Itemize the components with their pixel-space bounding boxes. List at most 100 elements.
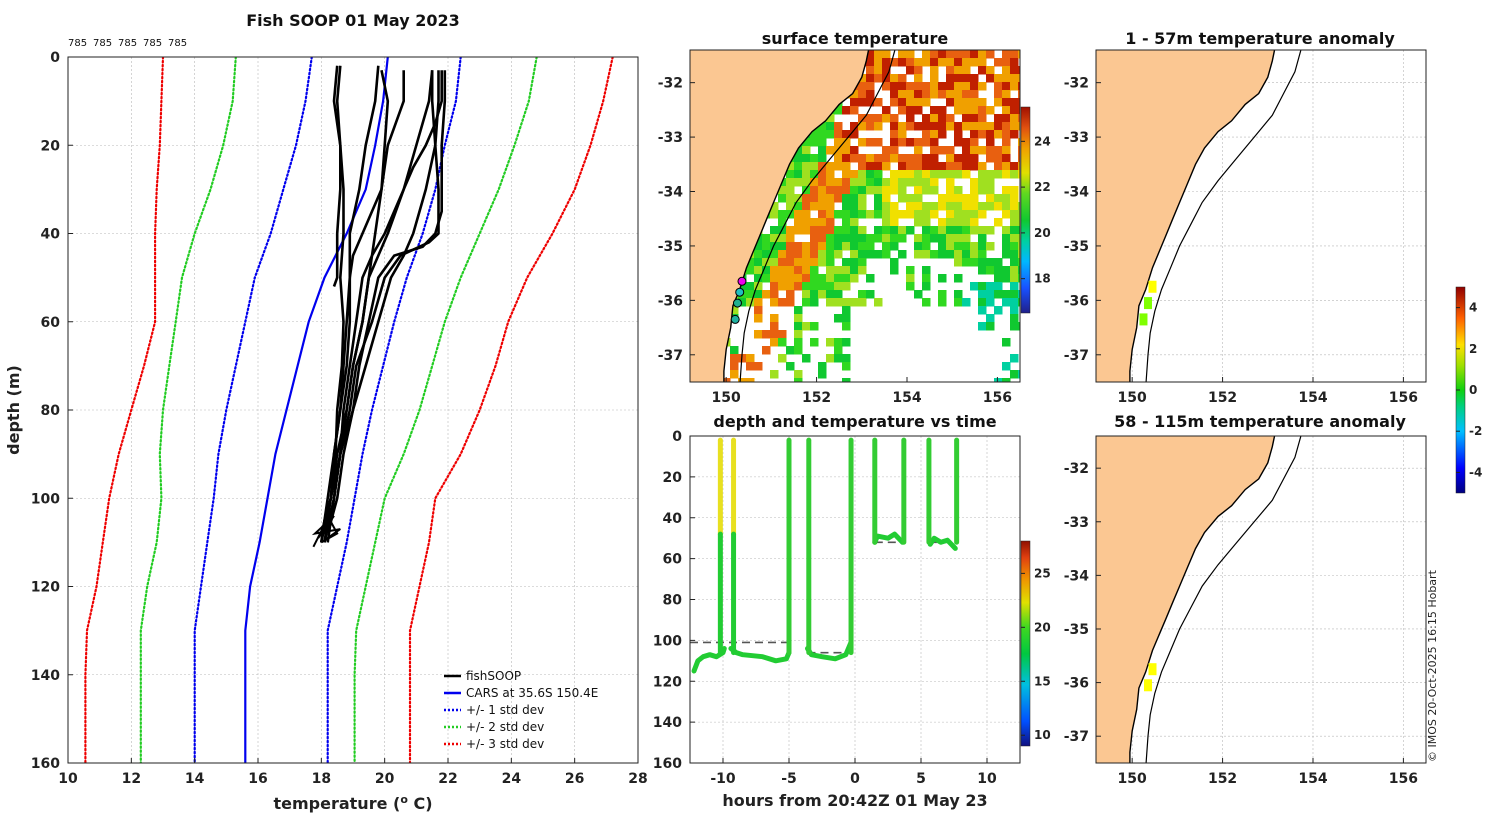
sst-pixel [978,202,987,211]
sst-pixel [978,186,987,195]
sst-pixel [922,114,931,123]
sst-pixel [978,322,987,331]
sst-pixel [938,218,947,227]
sst-pixel [1010,354,1019,363]
profile-xlabel-sup: o [400,793,408,806]
sst-pixel [794,258,803,267]
sst-pixel [802,162,811,171]
cast-count-label: 785 [143,38,162,49]
sst-pixel [874,202,883,211]
sst-pixel [834,186,843,195]
sst-pixel [946,218,955,227]
sst-pixel [786,282,795,291]
sst-pixel [826,170,835,179]
sst-pixel [794,218,803,227]
sst-pixel [874,186,883,195]
sst-map-ticks: 150 152 154 156 -32 -33 -34 -35 -36 -37 [658,76,1012,406]
sst-pixel [994,114,1003,123]
sst-pixel [898,130,907,139]
y-tick-label: 40 [663,511,683,527]
sst-pixel [770,274,779,283]
sst-pixel [858,226,867,235]
sst-pixel [922,98,931,107]
sst-pixel [914,58,923,67]
sst-pixel [898,74,907,83]
sst-pixel [746,354,755,363]
sst-pixel [986,122,995,131]
sst-pixel [986,130,995,139]
sst-pixel [930,250,939,259]
sst-pixel [1010,250,1019,259]
sst-pixel [962,114,971,123]
sst-pixel [954,218,963,227]
sst-pixel [866,274,875,283]
sst-pixel [786,250,795,259]
sst-pixel [858,138,867,147]
sst-pixel [962,194,971,203]
sst-pixel [770,290,779,299]
sst-pixel [818,186,827,195]
sst-pixel [858,202,867,211]
anomaly-shallow-ticks: 150 152 154 156 -32 -33 -34 -35 -36 -37 [1064,76,1418,406]
sst-pixel [818,162,827,171]
sst-pixel [746,258,755,267]
sst-pixel [930,82,939,91]
sst-pixel [954,106,963,115]
sst-pixel [986,314,995,323]
sst-pixel [834,274,843,283]
sst-pixel [882,82,891,91]
sst-pixel [858,154,867,163]
sst-pixel [762,290,771,299]
sst-pixel [978,298,987,307]
sst-pixel [802,250,811,259]
sst-pixel [970,226,979,235]
sst-pixel [842,138,851,147]
sst-pixel [1010,74,1019,83]
x-tick-label: -10 [710,771,736,787]
lon-tick-label: 150 [1118,390,1147,406]
sst-pixel [890,146,899,155]
sst-pixel [954,210,963,219]
sst-pixel [1018,114,1020,123]
sst-pixel [946,154,955,163]
sst-pixel [882,178,891,187]
sst-colorbar [1020,106,1031,314]
sst-pixel [794,210,803,219]
sst-pixel [914,90,923,99]
sst-pixel [1002,378,1011,382]
profile-legend: fishSOOP CARS at 35.6S 150.4E +/- 1 std … [444,669,598,751]
sst-pixel [922,178,931,187]
sst-pixel [930,202,939,211]
sst-pixel [914,66,923,75]
sst-pixel [986,298,995,307]
sst-pixel [890,122,899,131]
sst-pixel [946,242,955,251]
sst-pixel [930,210,939,219]
sst-pixel [1002,114,1011,123]
sst-pixel [866,250,875,259]
sst-pixel [938,194,947,203]
sst-pixel [970,138,979,147]
sst-pixel [962,258,971,267]
sst-pixel [1010,218,1019,227]
sst-pixel [778,298,787,307]
sst-pixel [970,106,979,115]
sst-pixel [842,266,851,275]
sst-pixel [1010,266,1019,275]
sst-pixel [834,138,843,147]
sst-pixel [1018,122,1020,131]
sst-pixel [730,354,739,363]
sst-pixel [970,98,979,107]
sst-pixel [994,98,1003,107]
dive-bottom-track [872,531,905,545]
sst-pixel [1010,274,1019,283]
sst-pixel [882,234,891,243]
colorbar-tick-label: 4 [1469,301,1477,315]
sst-pixel [858,170,867,179]
sst-pixel [954,202,963,211]
sst-pixel [994,194,1003,203]
sst-pixel [746,282,755,291]
sst-pixel [898,226,907,235]
colorbar-tick-label: 0 [1469,383,1477,397]
sst-pixel [826,338,835,347]
